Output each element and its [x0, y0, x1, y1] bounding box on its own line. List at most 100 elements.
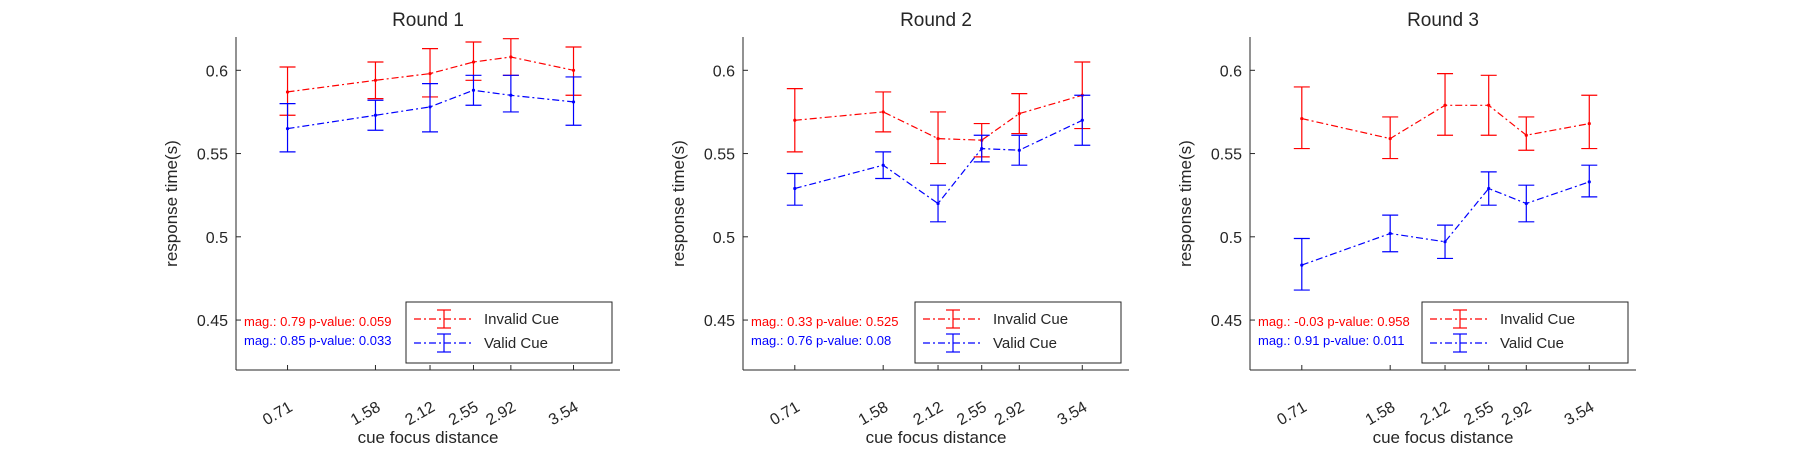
series-invalid-cue	[1293, 73, 1598, 160]
x-tick-label: 3.54	[1562, 399, 1598, 429]
error-bar	[1382, 116, 1399, 160]
error-bar	[465, 41, 482, 81]
error-bar	[973, 134, 990, 163]
error-bar	[422, 83, 439, 133]
error-bar	[502, 38, 519, 76]
x-tick-label: 2.92	[483, 399, 519, 429]
x-tick-label: 1.58	[1363, 399, 1399, 429]
stats-annotation: mag.: 0.33 p-value: 0.525	[751, 314, 898, 329]
data-point	[1017, 111, 1021, 116]
legend-entry: Valid Cue	[414, 333, 548, 353]
y-tick-label: 0.45	[704, 313, 735, 330]
x-axis-label: cue focus distance	[1373, 428, 1514, 447]
series-line	[287, 89, 574, 130]
y-axis-label: response time(s)	[669, 140, 688, 267]
legend-label: Valid Cue	[993, 335, 1057, 352]
data-point	[471, 88, 476, 92]
error-bar	[465, 74, 482, 106]
error-bar	[930, 184, 947, 223]
error-bar	[1581, 164, 1598, 198]
legend-entry: Invalid Cue	[923, 309, 1068, 329]
chart-title: Round 2	[900, 10, 972, 31]
series-invalid-cue	[786, 61, 1091, 165]
data-point	[980, 146, 984, 151]
legend: Invalid Cue Valid Cue	[914, 301, 1122, 364]
error-bar	[1480, 171, 1497, 206]
data-point	[509, 93, 513, 97]
series-line	[1301, 181, 1590, 266]
error-bar	[1382, 214, 1399, 253]
x-tick-label: 2.12	[403, 399, 439, 429]
data-point	[1443, 103, 1447, 107]
data-point	[793, 186, 797, 191]
series-valid-cue	[279, 74, 582, 153]
error-bar	[1293, 237, 1310, 291]
error-bar	[1293, 86, 1310, 150]
x-tick-label: 0.71	[767, 399, 803, 429]
y-tick-label: 0.55	[704, 147, 735, 164]
error-bar	[1480, 74, 1497, 136]
data-point	[881, 110, 885, 114]
error-bar	[1011, 134, 1028, 166]
chart-panel-1: Round 1 0.45 0.5 0.55 0.6 0.71 1.58 2.12 2.55 2.9…	[162, 10, 620, 447]
legend-label: Invalid Cue	[1500, 311, 1575, 328]
data-point	[285, 126, 290, 131]
error-bar	[786, 172, 803, 206]
error-bar	[1581, 94, 1598, 150]
data-point	[1587, 180, 1591, 184]
y-tick-label: 0.45	[1211, 313, 1242, 330]
chart-panel-2: Round 2 0.45 0.5 0.55 0.6 0.71 1.58 2.12 2.55 2.9…	[669, 10, 1129, 447]
x-axis-label: cue focus distance	[866, 428, 1007, 447]
legend-box	[914, 301, 1122, 364]
error-bar	[875, 91, 892, 133]
legend-box	[405, 301, 613, 364]
x-axis-label: cue focus distance	[358, 428, 499, 447]
chart-panel-3: Round 3 0.45 0.5 0.55 0.6 0.71 1.58 2.12 2.55 2.9…	[1176, 10, 1636, 447]
x-tick-label: 2.12	[1418, 399, 1454, 429]
x-tick-label: 2.92	[1499, 399, 1535, 429]
x-tick-label: 2.55	[446, 399, 482, 429]
legend: Invalid Cue Valid Cue	[405, 301, 613, 364]
data-point	[1300, 116, 1304, 121]
data-point	[1080, 118, 1084, 122]
data-point	[571, 68, 576, 72]
chart-title: Round 3	[1407, 10, 1479, 31]
series-valid-cue	[1293, 164, 1598, 291]
legend-entry: Valid Cue	[1430, 333, 1564, 353]
error-bar	[1011, 93, 1028, 135]
data-point	[793, 118, 797, 122]
chart-title: Round 1	[392, 10, 464, 31]
data-point	[428, 72, 432, 76]
y-tick-label: 0.6	[713, 63, 735, 80]
legend-label: Invalid Cue	[484, 311, 559, 328]
data-point	[1017, 148, 1021, 152]
data-point	[509, 55, 513, 59]
y-axis-label: response time(s)	[1176, 140, 1195, 267]
stats-annotation: mag.: 0.85 p-value: 0.033	[244, 333, 391, 348]
stats-annotation: mag.: 0.79 p-value: 0.059	[244, 314, 391, 329]
data-point	[1487, 186, 1491, 191]
y-tick-label: 0.5	[713, 230, 735, 247]
error-bar	[279, 102, 296, 153]
data-point	[936, 201, 940, 206]
data-point	[428, 105, 432, 109]
x-tick-label: 3.54	[1055, 399, 1091, 429]
error-bar	[1074, 94, 1091, 146]
x-tick-label: 2.92	[992, 399, 1028, 429]
legend: Invalid Cue Valid Cue	[1421, 301, 1629, 364]
stats-annotation: mag.: 0.91 p-value: 0.011	[1258, 333, 1404, 348]
data-point	[1524, 133, 1528, 137]
error-bar	[875, 151, 892, 180]
x-tick-label: 3.54	[546, 399, 582, 429]
error-bar	[930, 111, 947, 165]
x-tick-label: 2.55	[954, 399, 990, 429]
data-point	[1487, 103, 1491, 107]
data-point	[1388, 136, 1392, 141]
x-tick-label: 2.12	[911, 399, 947, 429]
x-tick-label: 1.58	[348, 399, 384, 429]
stats-annotation: mag.: 0.76 p-value: 0.08	[751, 333, 891, 348]
error-bar	[565, 76, 582, 126]
x-tick-label: 1.58	[856, 399, 892, 429]
error-bar	[1518, 184, 1535, 223]
